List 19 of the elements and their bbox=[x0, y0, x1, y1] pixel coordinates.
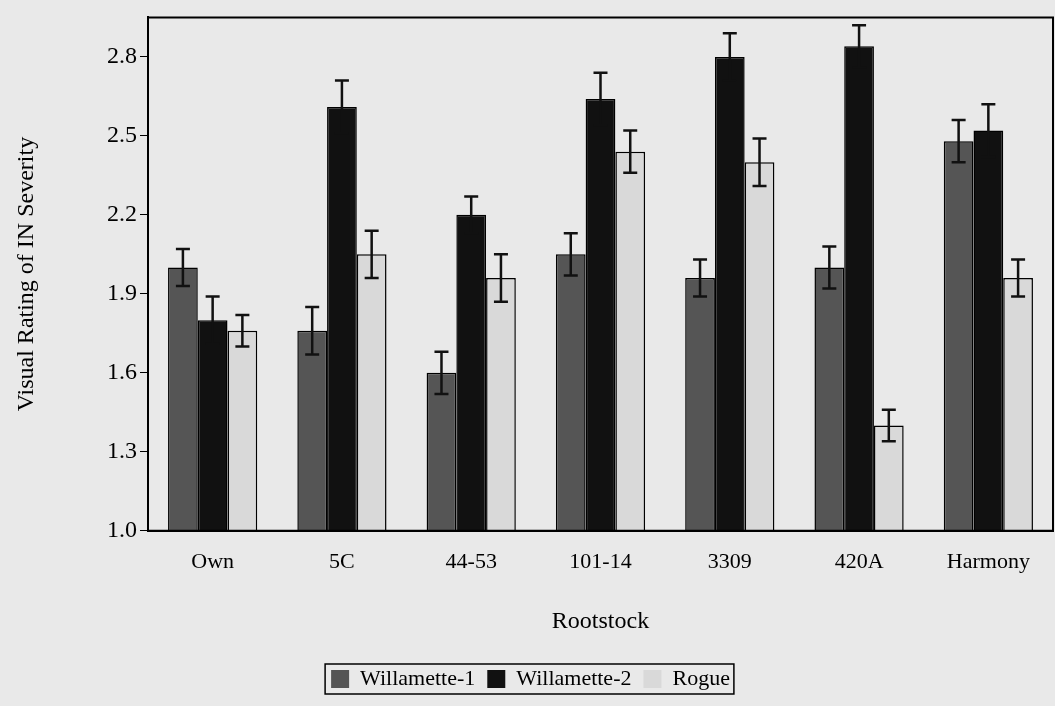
x-axis-title: Rootstock bbox=[551, 606, 650, 633]
x-tick-label: 5C bbox=[329, 547, 355, 573]
y-tick-label: 2.8 bbox=[107, 42, 137, 69]
y-tick-label: 2.2 bbox=[107, 200, 137, 227]
y-tick-label: 1.6 bbox=[107, 358, 137, 385]
x-tick-label: 44-53 bbox=[445, 547, 497, 573]
x-tick-label: Own bbox=[191, 547, 235, 573]
legend-label: Willamette-1 bbox=[360, 664, 476, 690]
x-tick-label: 3309 bbox=[707, 547, 752, 573]
x-tick-label: 420A bbox=[834, 547, 884, 573]
x-tick-label: 101-14 bbox=[569, 547, 632, 573]
legend-label: Rogue bbox=[672, 664, 730, 690]
y-tick-label: 1.0 bbox=[107, 516, 137, 543]
y-axis-title: Visual Rating of IN Severity bbox=[11, 136, 38, 412]
x-tick-label: Harmony bbox=[946, 547, 1030, 573]
legend-label: Willamette-2 bbox=[516, 664, 632, 690]
y-tick-label: 2.5 bbox=[107, 121, 137, 148]
y-tick-label: 1.3 bbox=[107, 437, 137, 464]
y-tick-label: 1.9 bbox=[107, 279, 137, 306]
